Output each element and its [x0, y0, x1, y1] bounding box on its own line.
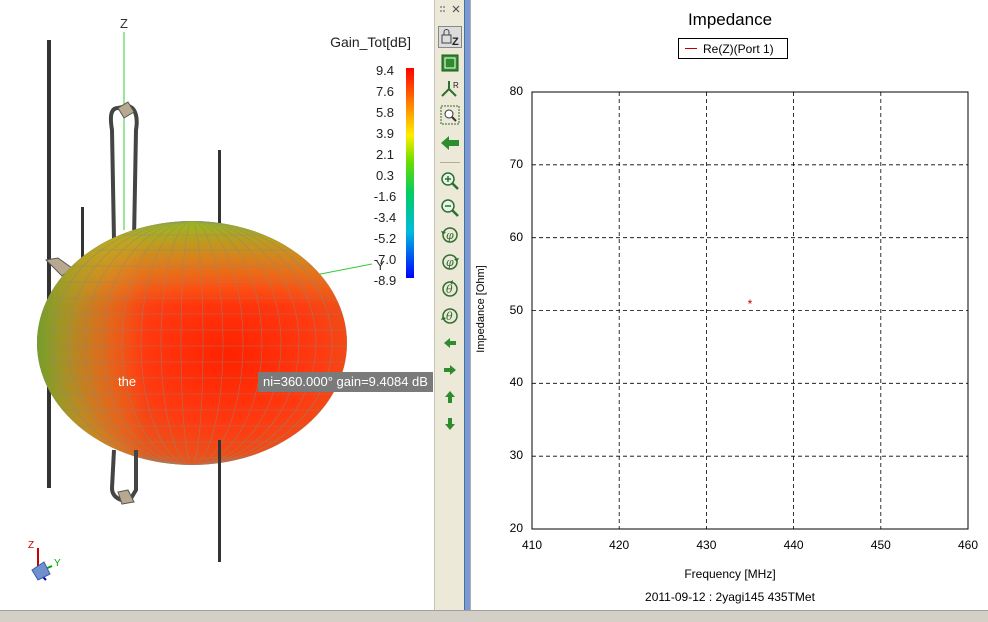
antenna-element: [47, 40, 51, 488]
svg-text:Z: Z: [452, 36, 459, 47]
zoom-out-button[interactable]: [438, 197, 462, 219]
colorbar-title: Gain_Tot[dB]: [330, 34, 411, 50]
y-tick-label: 70: [509, 156, 523, 171]
colorbar: Gain_Tot[dB]: [330, 34, 414, 278]
svg-text:θ: θ: [446, 283, 453, 296]
pan-right-button[interactable]: [438, 359, 462, 381]
lock-z-icon: Z: [441, 29, 459, 47]
legend-series-label: Re(Z)(Port 1): [703, 41, 774, 56]
z-axis-label: Z: [120, 16, 128, 31]
pan-down-button[interactable]: [438, 413, 462, 435]
rotate-phi-ccw-button[interactable]: φ: [438, 224, 462, 246]
rotate-phi-cw-button[interactable]: φ: [438, 251, 462, 273]
chart-title: Impedance: [687, 10, 773, 29]
triad-z-label: Z: [28, 540, 34, 551]
rotate-phi-cw-icon: φ: [442, 254, 459, 270]
lock-z-button[interactable]: Z: [438, 26, 462, 48]
x-tick-label: 450: [870, 538, 891, 552]
3d-scene[interactable]: Z Y Z Y Gain_Tot[dB]: [0, 0, 434, 610]
pan-right-icon: [444, 365, 456, 375]
y-tick-label: 60: [509, 229, 523, 244]
triad-y-label: Y: [54, 558, 61, 569]
data-point: *: [748, 297, 753, 311]
x-tick-label: 430: [696, 538, 717, 552]
y-axis-label: Y: [376, 258, 385, 273]
colorbar-tick-label: 5.8: [375, 105, 395, 120]
status-strip: [0, 610, 988, 622]
svg-text:θ: θ: [446, 310, 453, 323]
y-axis-label: Impedance [Ohm]: [475, 265, 487, 353]
rotate-theta-cw-button[interactable]: θ: [438, 305, 462, 327]
dipole-tip: [117, 101, 135, 119]
hover-text-fragment: the: [118, 374, 137, 389]
zoom-box-button[interactable]: [438, 104, 462, 126]
chart-legend: Re(Z)(Port 1): [678, 38, 788, 59]
y-tick-label: 30: [509, 448, 523, 463]
zoom-box-icon: [440, 105, 460, 125]
colorbar-tick-label: 0.3: [375, 168, 395, 183]
gain-tooltip: ni=360.000° gain=9.4084 dB: [258, 372, 433, 392]
svg-text:φ: φ: [446, 229, 454, 242]
colorbar-tick-label: 3.9: [375, 126, 395, 141]
pane-splitter[interactable]: [464, 0, 471, 610]
x-tick-label: 410: [521, 538, 543, 552]
orientation-triad: Z Y: [28, 540, 61, 581]
axis-reset-button[interactable]: R: [438, 78, 462, 100]
grid-lines: [532, 92, 968, 529]
zoom-in-icon: [441, 172, 459, 190]
impedance-plot[interactable]: *: [471, 0, 988, 610]
pan-up-button[interactable]: [438, 386, 462, 408]
antenna-element: [81, 207, 84, 277]
pan-down-icon: [445, 418, 455, 430]
fit-view-icon: [441, 54, 459, 72]
arrow-left-icon: [441, 136, 459, 150]
y-tick-label: 50: [509, 302, 523, 317]
svg-text:R: R: [453, 81, 459, 90]
colorbar-tick-label: 2.1: [375, 147, 395, 162]
rotate-theta-cw-icon: θ: [441, 308, 458, 324]
rotate-theta-ccw-button[interactable]: θ: [438, 278, 462, 300]
antenna-element: [218, 440, 221, 562]
legend-swatch: [685, 48, 697, 49]
x-tick-label: 440: [783, 538, 804, 552]
x-tick-label: 420: [609, 538, 630, 552]
colorbar-tick-label: -7.0: [373, 252, 397, 267]
zoom-in-button[interactable]: [438, 170, 462, 192]
view-toolbar: Z R φ φ θ θ: [434, 0, 465, 610]
fit-view-button[interactable]: [438, 52, 462, 74]
colorbar-tick-label: -5.2: [373, 231, 397, 246]
toolbar-grip-icon[interactable]: [435, 4, 465, 16]
axis-reset-icon: R: [441, 81, 459, 97]
rotate-phi-ccw-icon: φ: [441, 227, 458, 243]
y-tick-label: 80: [509, 84, 523, 98]
colorbar-tick-label: 7.6: [375, 84, 395, 99]
colorbar-tick-label: -3.4: [373, 210, 397, 225]
colorbar-tick-label: -8.9: [373, 273, 397, 288]
pan-left-button[interactable]: [438, 332, 462, 354]
impedance-chart-view[interactable]: Impedance Re(Z)(Port 1) * 410 420 430 440 45…: [470, 0, 988, 610]
zoom-out-icon: [441, 199, 459, 217]
data-marks: *: [748, 297, 753, 311]
pan-left-icon: [444, 338, 456, 348]
antenna-element: [218, 150, 221, 245]
back-button[interactable]: [438, 132, 462, 154]
3d-pattern-view[interactable]: Z Y Z Y Gain_Tot[dB] 9.4 7.6 5.8 3: [0, 0, 434, 610]
chart-footer: 2011-09-12 : 2yagi145 435TMet: [645, 590, 815, 604]
y-tick-label: 20: [509, 521, 523, 535]
x-tick-label: 460: [957, 538, 979, 552]
svg-text:φ: φ: [446, 256, 454, 269]
x-axis-label: Frequency [MHz]: [684, 567, 776, 581]
pan-up-icon: [445, 391, 455, 403]
y-tick-label: 40: [509, 375, 523, 390]
colorbar-tick-label: 9.4: [375, 63, 395, 78]
rotate-theta-ccw-icon: θ: [442, 280, 458, 297]
colorbar-tick-label: -1.6: [373, 189, 397, 204]
